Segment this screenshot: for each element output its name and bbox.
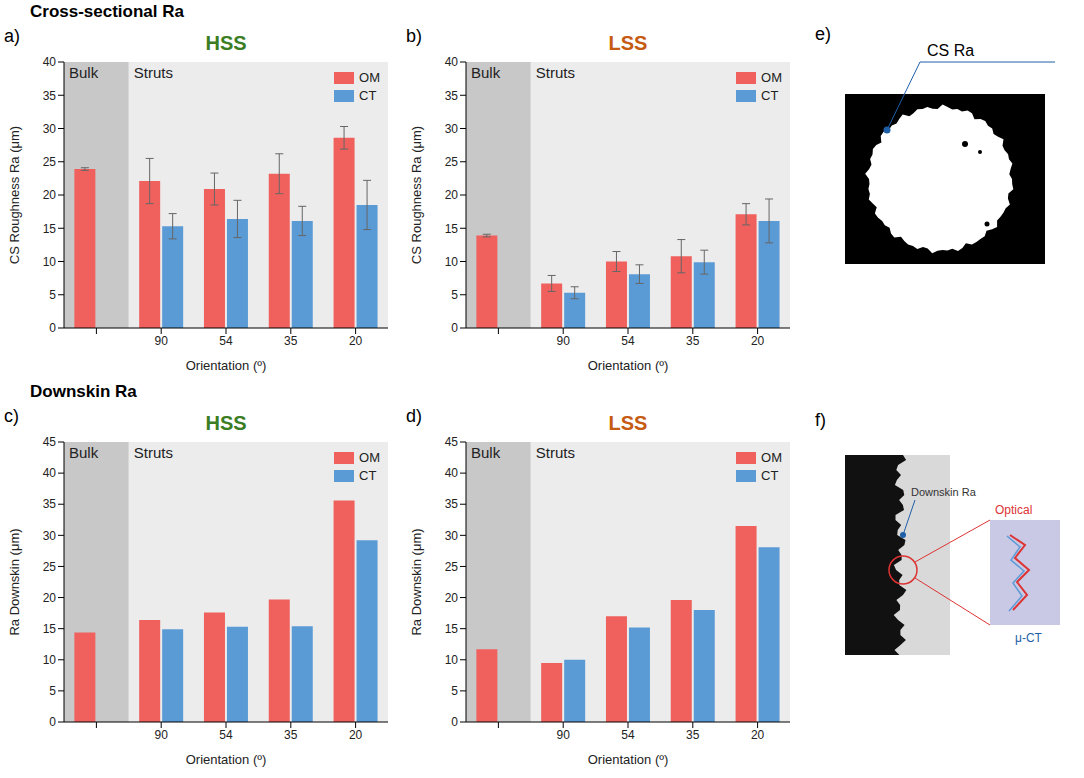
svg-text:35: 35: [445, 89, 459, 103]
svg-text:54: 54: [219, 728, 233, 742]
svg-text:0: 0: [451, 715, 458, 729]
svg-text:54: 54: [219, 334, 233, 348]
svg-text:5: 5: [49, 684, 56, 698]
svg-text:20: 20: [751, 728, 765, 742]
svg-text:20: 20: [43, 591, 57, 605]
svg-text:5: 5: [451, 288, 458, 302]
svg-text:20: 20: [751, 334, 765, 348]
svg-text:25: 25: [445, 560, 459, 574]
svg-text:90: 90: [557, 728, 571, 742]
svg-text:CS Roughness Ra (μm): CS Roughness Ra (μm): [7, 126, 22, 264]
svg-text:54: 54: [621, 728, 635, 742]
svg-text:CS Roughness Ra (μm): CS Roughness Ra (μm): [409, 126, 424, 264]
svg-text:35: 35: [445, 497, 459, 511]
svg-text:30: 30: [43, 529, 57, 543]
html-text:OM: OM: [761, 70, 782, 85]
svg-text:20: 20: [43, 188, 57, 202]
svg-text:30: 30: [445, 529, 459, 543]
svg-text:μ-CT: μ-CT: [1015, 631, 1043, 645]
svg-text:Downskin Ra: Downskin Ra: [911, 486, 977, 498]
svg-text:5: 5: [49, 288, 56, 302]
svg-text:90: 90: [155, 728, 169, 742]
svg-text:90: 90: [155, 334, 169, 348]
svg-text:54: 54: [621, 334, 635, 348]
svg-text:CS Ra: CS Ra: [927, 42, 974, 59]
svg-text:45: 45: [445, 435, 459, 449]
svg-text:Ra Downskin (μm): Ra Downskin (μm): [7, 528, 22, 635]
svg-text:20: 20: [445, 591, 459, 605]
svg-text:Orientation (º): Orientation (º): [588, 358, 669, 373]
html-text:CT: CT: [359, 88, 377, 103]
svg-text:10: 10: [43, 255, 57, 269]
html-text:d): d): [406, 406, 422, 426]
svg-text:5: 5: [451, 684, 458, 698]
html-text:Downskin Ra: Downskin Ra: [30, 382, 137, 401]
svg-text:35: 35: [284, 334, 298, 348]
svg-text:30: 30: [445, 122, 459, 136]
svg-text:25: 25: [43, 155, 57, 169]
svg-text:40: 40: [43, 55, 57, 69]
svg-text:35: 35: [686, 728, 700, 742]
html-text:Cross-sectional Ra: Cross-sectional Ra: [30, 2, 184, 21]
svg-text:35: 35: [284, 728, 298, 742]
svg-text:15: 15: [445, 222, 459, 236]
svg-text:Orientation (º): Orientation (º): [588, 752, 669, 767]
svg-text:Bulk: Bulk: [471, 64, 501, 81]
svg-text:90: 90: [557, 334, 571, 348]
html-text:CT: CT: [359, 468, 377, 483]
svg-text:25: 25: [43, 560, 57, 574]
svg-text:15: 15: [43, 222, 57, 236]
svg-text:Orientation (º): Orientation (º): [186, 752, 267, 767]
svg-text:40: 40: [43, 466, 57, 480]
html-text:OM: OM: [359, 450, 380, 465]
svg-text:15: 15: [445, 622, 459, 636]
html-text:OM: OM: [761, 450, 782, 465]
svg-text:Bulk: Bulk: [69, 444, 99, 461]
svg-text:Struts: Struts: [134, 444, 173, 461]
html-text:OM: OM: [359, 70, 380, 85]
svg-text:Ra Downskin (μm): Ra Downskin (μm): [409, 528, 424, 635]
svg-text:15: 15: [43, 622, 57, 636]
svg-text:20: 20: [349, 728, 363, 742]
svg-text:20: 20: [445, 188, 459, 202]
svg-text:0: 0: [49, 321, 56, 335]
svg-text:10: 10: [43, 653, 57, 667]
html-text:HSS: HSS: [205, 32, 247, 54]
svg-text:40: 40: [445, 466, 459, 480]
html-text:f): f): [815, 410, 826, 430]
svg-text:Struts: Struts: [134, 64, 173, 81]
html-text:b): b): [406, 26, 422, 46]
svg-text:0: 0: [451, 321, 458, 335]
html-text:HSS: HSS: [205, 412, 247, 434]
html-text:LSS: LSS: [608, 412, 648, 434]
html-text:LSS: LSS: [608, 32, 648, 54]
svg-text:40: 40: [445, 55, 459, 69]
svg-text:Bulk: Bulk: [471, 444, 501, 461]
svg-text:45: 45: [43, 435, 57, 449]
svg-text:10: 10: [445, 653, 459, 667]
svg-text:20: 20: [349, 334, 363, 348]
svg-text:35: 35: [43, 497, 57, 511]
svg-text:30: 30: [43, 122, 57, 136]
svg-text:35: 35: [43, 89, 57, 103]
svg-text:Struts: Struts: [536, 64, 575, 81]
svg-text:35: 35: [686, 334, 700, 348]
svg-text:Struts: Struts: [536, 444, 575, 461]
html-text:a): a): [4, 26, 20, 46]
html-text:CT: CT: [761, 468, 779, 483]
svg-text:Orientation (º): Orientation (º): [186, 358, 267, 373]
html-text:e): e): [815, 24, 831, 44]
html-text:c): c): [4, 406, 19, 426]
svg-text:Optical: Optical: [995, 503, 1032, 517]
svg-text:10: 10: [445, 255, 459, 269]
svg-text:0: 0: [49, 715, 56, 729]
svg-text:Bulk: Bulk: [69, 64, 99, 81]
html-text:CT: CT: [761, 88, 779, 103]
svg-text:25: 25: [445, 155, 459, 169]
